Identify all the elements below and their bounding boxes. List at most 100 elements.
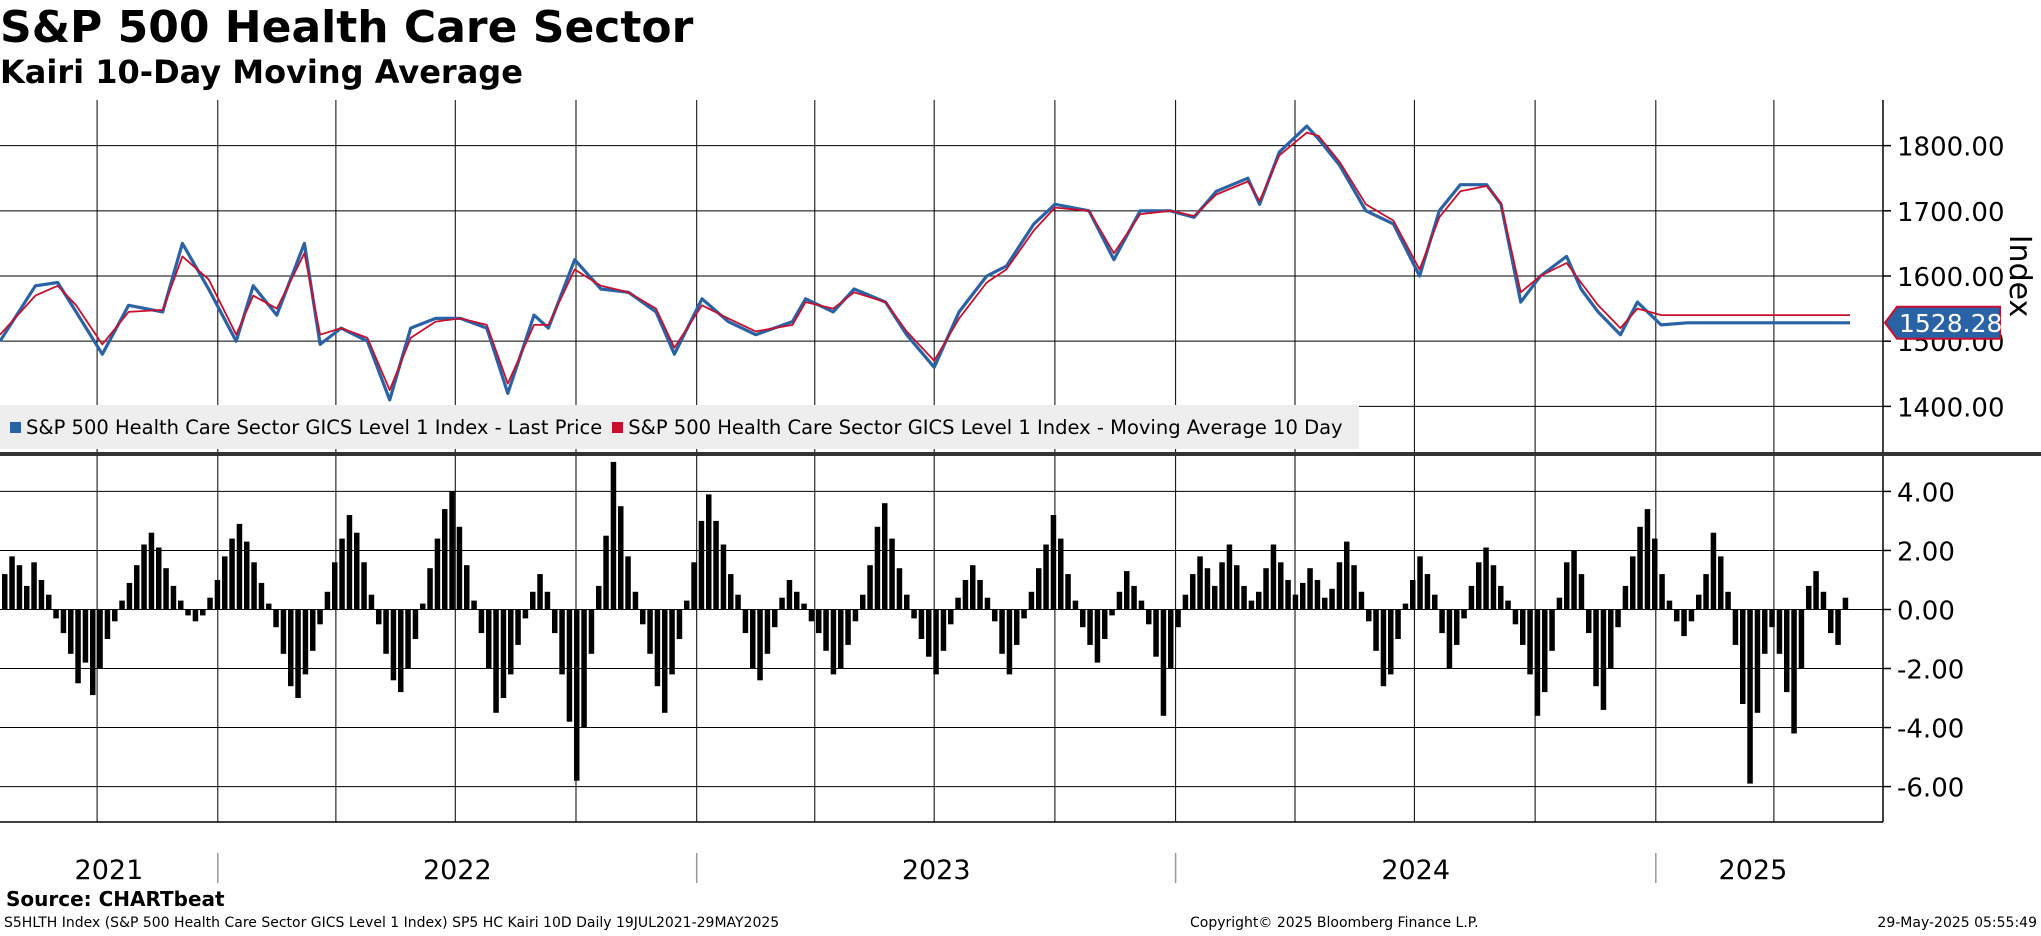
kairi-bar — [999, 609, 1005, 654]
kairi-bar — [310, 609, 316, 651]
kairi-bar — [1292, 594, 1299, 610]
kairi-bar — [1336, 562, 1343, 610]
kairi-bar — [1578, 574, 1585, 610]
kairi-bar — [977, 580, 983, 610]
kairi-bar — [207, 597, 213, 610]
chart-subtitle: Kairi 10-Day Moving Average — [0, 53, 523, 91]
kairi-bar — [1241, 585, 1247, 610]
kairi-bar — [383, 609, 389, 654]
x-axis: 2021 2022 2023 2024 2025 — [75, 853, 1788, 886]
kairi-bar — [1417, 556, 1423, 610]
kairi-bar — [68, 609, 74, 654]
kairi-bar — [794, 591, 800, 610]
kairi-bar — [1549, 609, 1555, 651]
kairi-bar — [1285, 580, 1291, 610]
kairi-bar — [361, 562, 367, 610]
bottom-y-tick-label: -6.00 — [1897, 774, 1964, 804]
panel-dividers — [0, 452, 2041, 823]
kairi-bar — [390, 609, 397, 681]
kairi-bar — [1784, 609, 1790, 693]
kairi-bar — [1307, 568, 1313, 610]
kairi-bar — [808, 609, 815, 622]
kairi-bar — [1366, 609, 1372, 622]
kairi-bar — [1666, 600, 1673, 610]
kairi-bar — [1652, 538, 1658, 610]
kairi-bar — [1043, 544, 1049, 610]
bottom-y-tick-label: 4.00 — [1897, 478, 1955, 508]
bottom-y-tick-label: 2.00 — [1897, 537, 1955, 567]
kairi-bar — [691, 562, 697, 610]
kairi-bar — [1278, 562, 1284, 610]
kairi-bar — [1153, 609, 1159, 657]
kairi-bar — [574, 609, 580, 781]
kairi-bar — [596, 585, 602, 610]
kairi-bar — [1204, 568, 1211, 610]
kairi-bar — [244, 541, 250, 610]
kairi-bar — [750, 609, 756, 669]
kairi-bar — [1527, 609, 1533, 675]
footer-timestamp: 29-May-2025 05:55:49 — [1877, 915, 2037, 931]
kairi-bar — [544, 591, 551, 610]
kairi-bar — [486, 609, 492, 669]
kairi-bar — [288, 609, 294, 687]
x-tick-label-2025: 2025 — [1719, 855, 1788, 886]
kairi-bar — [1681, 609, 1687, 637]
kairi-bar — [1219, 562, 1225, 610]
kairi-bar — [669, 609, 675, 675]
kairi-bar — [1454, 609, 1460, 645]
kairi-bar — [214, 580, 221, 610]
kairi-bar — [625, 556, 631, 610]
kairi-bar — [346, 515, 353, 610]
kairi-bar — [1622, 585, 1629, 610]
x-tick-label-2021: 2021 — [75, 855, 144, 886]
x-tick-label-2024: 2024 — [1381, 855, 1450, 886]
kairi-bar — [1461, 609, 1467, 619]
kairi-bar — [1263, 568, 1269, 610]
kairi-bar — [1571, 550, 1577, 610]
kairi-bar — [471, 600, 477, 610]
kairi-bar — [1197, 556, 1203, 610]
kairi-bar — [324, 591, 331, 610]
footer-ticker-info: S5HLTH Index (S&P 500 Health Care Sector… — [4, 915, 780, 931]
kairi-bar — [779, 597, 785, 610]
kairi-bar — [1131, 585, 1137, 610]
kairi-bar — [53, 609, 59, 619]
kairi-bar — [185, 609, 191, 616]
kairi-bar — [970, 565, 976, 610]
kairi-bar — [82, 609, 89, 663]
kairi-bar — [1146, 609, 1152, 625]
kairi-bar — [302, 609, 309, 675]
legend-item-last-price[interactable]: S&P 500 Health Care Sector GICS Level 1 … — [10, 416, 602, 439]
kairi-bar — [1710, 532, 1717, 610]
kairi-bar — [16, 565, 23, 610]
kairi-bar — [1182, 594, 1189, 610]
kairi-bar — [464, 565, 470, 610]
kairi-bar — [845, 609, 851, 645]
kairi-bar — [427, 568, 433, 610]
kairi-bar — [1402, 603, 1409, 610]
kairi-bar — [1732, 609, 1739, 645]
kairi-bar — [332, 562, 338, 610]
kairi-bar — [508, 609, 514, 675]
kairi-bar — [1586, 609, 1592, 634]
kairi-bar — [1564, 562, 1570, 610]
kairi-bar — [889, 538, 895, 610]
kairi-bar — [1256, 591, 1262, 610]
kairi-bar — [1696, 594, 1702, 610]
x-tick-label-2023: 2023 — [902, 855, 971, 886]
kairi-bar — [1835, 609, 1841, 645]
kairi-bar — [647, 609, 653, 654]
kairi-bar — [603, 535, 609, 610]
legend-item-moving-average[interactable]: S&P 500 Health Care Sector GICS Level 1 … — [612, 416, 1343, 439]
kairi-bar — [1505, 600, 1511, 610]
kairi-bar — [1534, 609, 1541, 716]
kairi-bar — [251, 562, 257, 610]
kairi-bar — [1116, 591, 1123, 610]
kairi-bar — [1490, 565, 1497, 610]
kairi-bar — [1703, 574, 1709, 610]
kairi-bar — [706, 494, 712, 610]
bottom-panel-y-axis: -6.00 -4.00 -2.00 0.00 2.00 4.00 — [1882, 456, 1964, 822]
kairi-bar — [1806, 585, 1812, 610]
kairi-bar — [662, 609, 668, 713]
kairi-bar — [1432, 594, 1438, 610]
